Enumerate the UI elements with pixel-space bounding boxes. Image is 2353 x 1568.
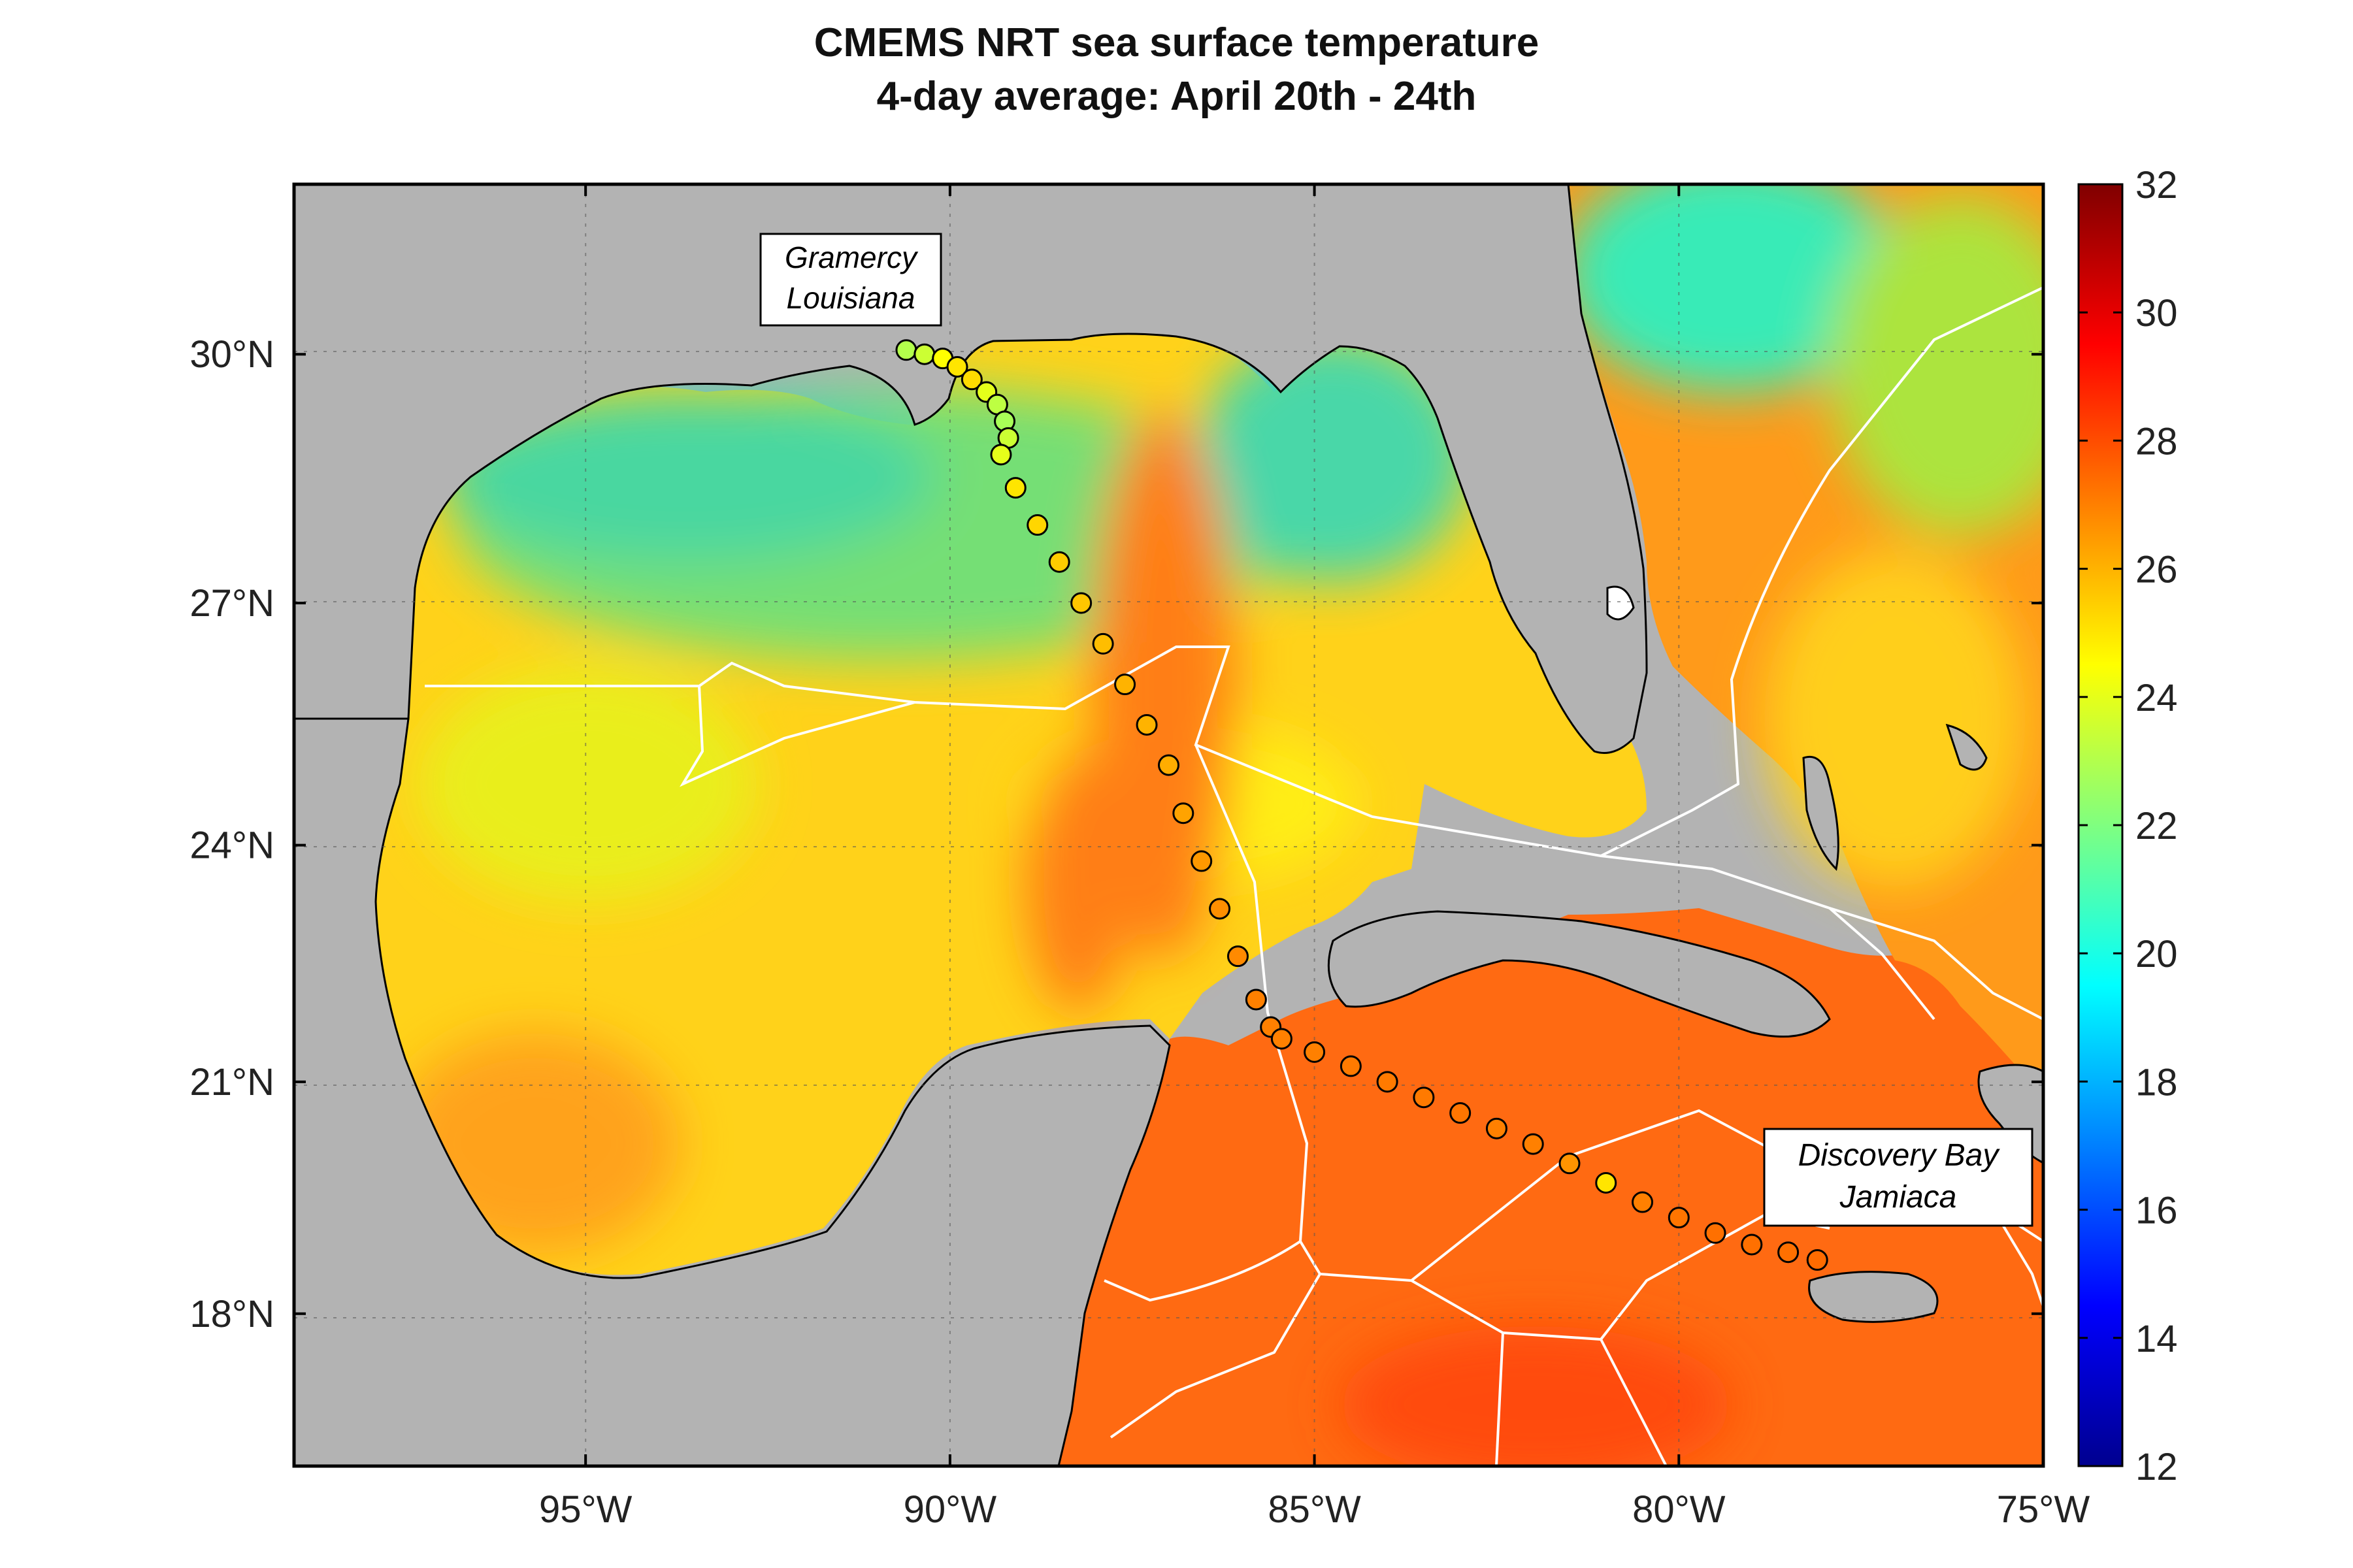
chart-title: CMEMS NRT sea surface temperature — [814, 20, 1539, 65]
track-point — [961, 368, 983, 391]
x-tick-label: 85°W — [1268, 1488, 1361, 1531]
colorbar-tick-label: 28 — [2135, 420, 2178, 463]
y-tick-label: 18°N — [189, 1293, 274, 1335]
track-point — [1595, 1171, 1617, 1194]
track-point — [1340, 1055, 1362, 1077]
colorbar-tick-label: 20 — [2135, 933, 2178, 975]
track-point — [1777, 1241, 1800, 1264]
track-point — [990, 444, 1012, 466]
track-point — [1558, 1152, 1581, 1175]
track-point — [1806, 1249, 1828, 1271]
track-point — [1741, 1233, 1763, 1256]
track-point — [1632, 1191, 1654, 1213]
y-tick-label: 30°N — [189, 333, 274, 376]
track-point — [1668, 1207, 1690, 1229]
track-point — [1522, 1133, 1544, 1155]
track-point — [1070, 592, 1093, 614]
colorbar-tick-label: 16 — [2135, 1190, 2178, 1232]
track-point — [1191, 850, 1213, 872]
gridlines — [294, 184, 2043, 1466]
end-location-label: Discovery Bay Jamiaca — [1763, 1128, 2033, 1227]
y-tick-label: 27°N — [189, 582, 274, 625]
track-point — [1485, 1117, 1507, 1139]
track-point — [1449, 1102, 1472, 1124]
colorbar-tick-label: 24 — [2135, 677, 2178, 719]
jamaica — [1808, 1271, 1939, 1323]
x-tick-label: 90°W — [904, 1488, 997, 1531]
track-point — [1004, 477, 1027, 499]
track-point — [913, 343, 936, 365]
lake-okeechobee — [1606, 585, 1635, 621]
colorbar-tick-label: 26 — [2135, 549, 2178, 591]
track-point — [1413, 1086, 1435, 1109]
start-label-line1: Gramercy — [785, 240, 919, 274]
track-point — [1209, 898, 1231, 920]
track-point — [1048, 551, 1070, 573]
track-point — [1376, 1071, 1398, 1093]
map-area — [294, 184, 2043, 1466]
colorbar-tick-label: 18 — [2135, 1061, 2178, 1103]
bahamas-abaco — [1945, 723, 1988, 771]
chart-subtitle: 4-day average: April 20th - 24th — [876, 74, 1477, 119]
track-point — [1704, 1222, 1726, 1244]
track-point — [1136, 713, 1158, 736]
x-tick-label: 75°W — [1997, 1488, 2090, 1531]
track-point — [1245, 988, 1267, 1011]
mexico — [294, 717, 1171, 1466]
caribbean-ocean — [1045, 908, 2043, 1466]
track-point — [1172, 802, 1194, 825]
start-location-label: Gramercy Louisiana — [759, 233, 942, 327]
us-gulf-coast — [294, 184, 1648, 754]
y-tick-label: 21°N — [189, 1061, 274, 1103]
track-point — [946, 356, 968, 378]
track-point — [1158, 754, 1179, 776]
end-label-line1: Discovery Bay — [1798, 1138, 2001, 1173]
colorbar-tick-label: 30 — [2135, 292, 2178, 335]
start-label-line2: Louisiana — [787, 281, 915, 315]
track-point — [1114, 674, 1136, 696]
x-tick-label: 80°W — [1632, 1488, 1726, 1531]
map-frame — [292, 182, 2045, 1468]
y-tick-label: 24°N — [189, 825, 274, 867]
end-label-line2: Jamiaca — [1839, 1180, 1957, 1215]
cuba — [1327, 910, 1831, 1038]
colorbar-tick-label: 12 — [2135, 1446, 2178, 1488]
colorbar-tick-label: 14 — [2135, 1318, 2178, 1360]
track-point — [895, 339, 917, 361]
track-point — [1304, 1041, 1326, 1063]
track-point — [1027, 514, 1049, 536]
bahamas-andros — [1802, 756, 1839, 872]
track-point — [1092, 632, 1114, 655]
colorbar-ticks: 12 14 16 18 20 22 24 26 28 30 32 — [2079, 164, 2178, 1488]
colorbar: 12 14 16 18 20 22 24 26 28 30 32 — [2077, 164, 2178, 1488]
x-tick-label: 95°W — [539, 1488, 633, 1531]
colorbar-tick-label: 22 — [2135, 805, 2178, 847]
axis-ticks: 95°W 90°W 85°W 80°W 75°W 18°N 21°N 24°N 27°N 30°N — [189, 184, 2090, 1531]
track-point — [1270, 1028, 1292, 1050]
track-point — [1226, 945, 1249, 968]
colorbar-tick-label: 32 — [2135, 164, 2178, 206]
landmasses — [294, 184, 2043, 1466]
ship-track — [895, 339, 1828, 1271]
